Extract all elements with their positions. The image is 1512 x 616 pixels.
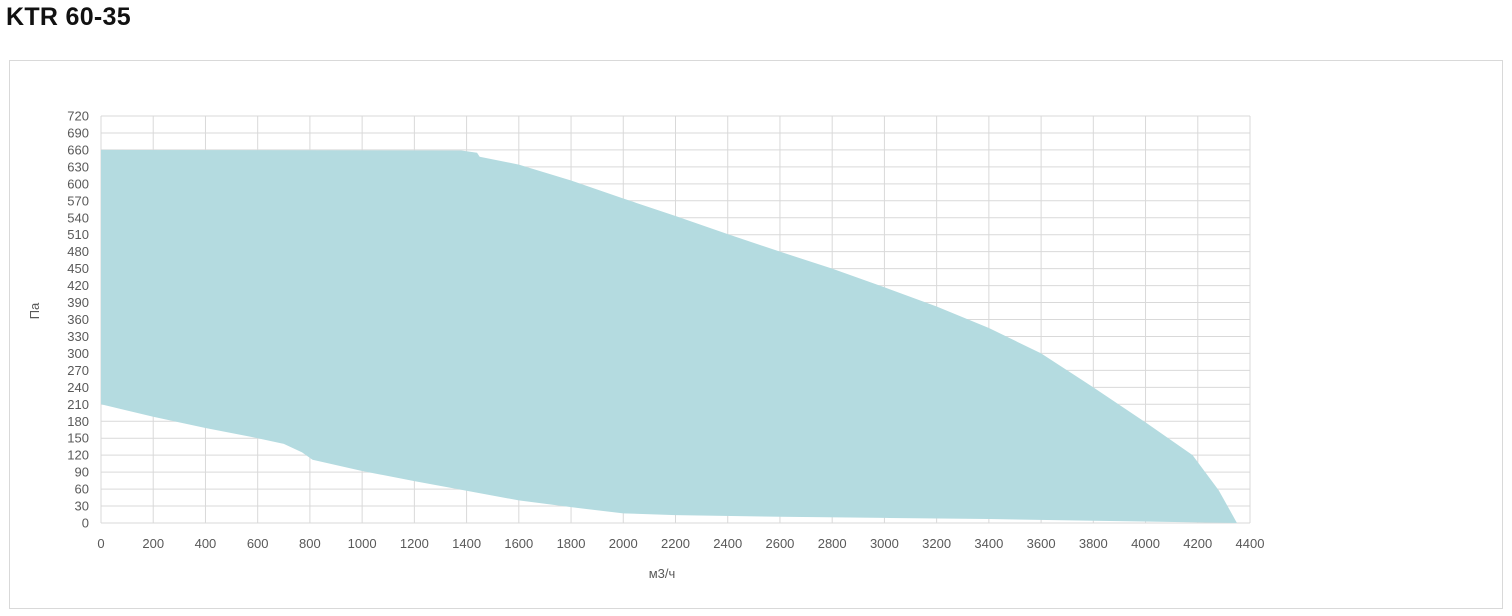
y-tick-label: 30 bbox=[75, 499, 89, 514]
y-tick-label: 360 bbox=[67, 312, 89, 327]
x-tick-label: 3600 bbox=[1027, 536, 1056, 551]
x-tick-label: 400 bbox=[195, 536, 217, 551]
x-tick-label: 3200 bbox=[922, 536, 951, 551]
y-tick-label: 660 bbox=[67, 142, 89, 157]
x-tick-label: 0 bbox=[97, 536, 104, 551]
x-tick-label: 2600 bbox=[765, 536, 794, 551]
y-tick-label: 180 bbox=[67, 414, 89, 429]
x-tick-label: 4200 bbox=[1183, 536, 1212, 551]
x-tick-label: 2800 bbox=[818, 536, 847, 551]
y-tick-label: 0 bbox=[82, 516, 89, 531]
y-tick-label: 60 bbox=[75, 482, 89, 497]
y-tick-label: 120 bbox=[67, 448, 89, 463]
x-tick-label: 3800 bbox=[1079, 536, 1108, 551]
y-tick-label: 540 bbox=[67, 210, 89, 225]
x-axis-label: м3/ч bbox=[649, 566, 676, 581]
y-tick-label: 150 bbox=[67, 431, 89, 446]
x-tick-label: 4400 bbox=[1236, 536, 1265, 551]
x-tick-label: 2400 bbox=[713, 536, 742, 551]
y-tick-label: 90 bbox=[75, 465, 89, 480]
y-tick-label: 600 bbox=[67, 176, 89, 191]
y-tick-label: 690 bbox=[67, 125, 89, 140]
y-tick-label: 390 bbox=[67, 295, 89, 310]
y-tick-label: 450 bbox=[67, 261, 89, 276]
y-tick-label: 510 bbox=[67, 227, 89, 242]
y-tick-label: 300 bbox=[67, 346, 89, 361]
y-tick-label: 570 bbox=[67, 193, 89, 208]
y-tick-label: 240 bbox=[67, 380, 89, 395]
x-axis-ticks: 0 200 400 600 800 1000 1200 1400 1600 1800 2000 220… bbox=[97, 536, 1264, 551]
x-tick-label: 3400 bbox=[974, 536, 1003, 551]
y-tick-label: 330 bbox=[67, 329, 89, 344]
y-tick-label: 270 bbox=[67, 363, 89, 378]
y-tick-label: 480 bbox=[67, 244, 89, 259]
x-tick-label: 1200 bbox=[400, 536, 429, 551]
x-tick-label: 1400 bbox=[452, 536, 481, 551]
x-tick-label: 1800 bbox=[557, 536, 586, 551]
y-axis-ticks: 0 30 60 90 120 150 180 210 240 270 300 330 360 390 420… bbox=[67, 109, 89, 531]
y-axis-label: Па bbox=[27, 302, 42, 319]
page-title: KTR 60-35 bbox=[6, 3, 131, 31]
y-tick-label: 630 bbox=[67, 159, 89, 174]
x-tick-label: 600 bbox=[247, 536, 269, 551]
x-tick-label: 3000 bbox=[870, 536, 899, 551]
operating-area bbox=[101, 149, 1237, 523]
y-tick-label: 210 bbox=[67, 397, 89, 412]
x-tick-label: 1000 bbox=[348, 536, 377, 551]
x-tick-label: 2000 bbox=[609, 536, 638, 551]
y-tick-label: 420 bbox=[67, 278, 89, 293]
y-tick-label: 720 bbox=[67, 109, 89, 124]
x-tick-label: 200 bbox=[142, 536, 164, 551]
x-tick-label: 800 bbox=[299, 536, 321, 551]
x-tick-label: 1600 bbox=[504, 536, 533, 551]
x-tick-label: 4000 bbox=[1131, 536, 1160, 551]
x-tick-label: 2200 bbox=[661, 536, 690, 551]
